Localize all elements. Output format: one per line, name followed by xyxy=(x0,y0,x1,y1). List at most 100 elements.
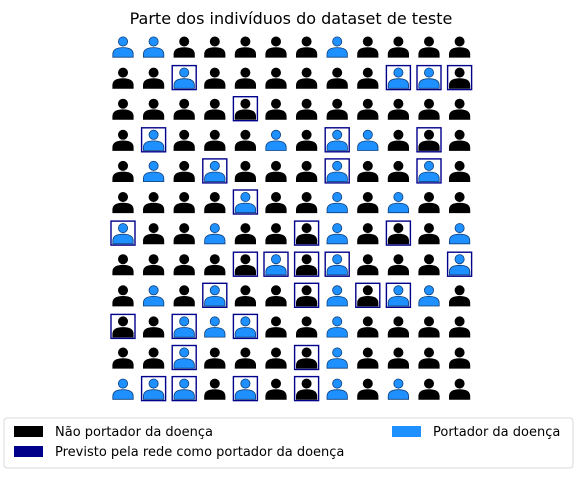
carrier-person-icon xyxy=(357,129,379,151)
predicted-positive-outline xyxy=(171,375,197,402)
predicted-positive-outline xyxy=(140,127,167,153)
predicted-positive-outline xyxy=(232,313,259,340)
non-carrier-person-icon xyxy=(173,254,195,276)
non-carrier-person-icon xyxy=(296,191,318,214)
carrier-person-icon xyxy=(204,316,226,338)
carrier-person-icon xyxy=(387,67,409,89)
non-carrier-person-icon xyxy=(296,160,318,182)
non-carrier-person-icon xyxy=(449,191,471,214)
non-carrier-person-icon xyxy=(234,129,256,151)
icon-grid xyxy=(110,36,473,402)
predicted-positive-outline xyxy=(263,251,289,277)
non-carrier-person-icon xyxy=(418,191,440,214)
non-carrier-person-icon xyxy=(265,36,287,58)
non-carrier-person-icon xyxy=(265,160,287,182)
non-carrier-person-icon xyxy=(143,191,165,214)
non-carrier-person-icon xyxy=(387,36,409,58)
legend-entry: Previsto pela rede como portador da doen… xyxy=(14,445,344,460)
carrier-person-icon xyxy=(173,67,195,89)
predicted-positive-outline xyxy=(232,189,259,215)
non-carrier-person-icon xyxy=(265,191,287,214)
carrier-person-icon xyxy=(173,378,195,400)
non-carrier-person-icon xyxy=(296,223,318,245)
carrier-person-icon xyxy=(112,378,134,400)
predicted-positive-outline xyxy=(202,282,228,308)
non-carrier-person-icon xyxy=(418,254,440,276)
non-carrier-person-icon xyxy=(234,98,256,120)
legend-entry: Não portador da doença xyxy=(14,425,213,440)
predicted-positive-outline xyxy=(324,127,350,153)
legend-label: Portador da doença xyxy=(433,425,560,440)
non-carrier-person-icon xyxy=(357,285,379,307)
non-carrier-person-icon xyxy=(418,98,440,120)
non-carrier-person-icon xyxy=(234,223,256,245)
non-carrier-person-icon xyxy=(265,223,287,245)
non-carrier-person-icon xyxy=(112,129,134,151)
non-carrier-person-icon xyxy=(296,378,318,400)
legend-entries: Não portador da doença Previsto pela rede… xyxy=(14,425,560,460)
non-carrier-person-icon xyxy=(418,223,440,245)
non-carrier-person-icon xyxy=(357,67,379,89)
non-carrier-person-icon xyxy=(143,67,165,89)
non-carrier-person-icon xyxy=(173,191,195,214)
predicted-positive-outline xyxy=(171,64,197,91)
non-carrier-person-icon xyxy=(357,160,379,182)
predicted-positive-outline xyxy=(446,64,473,91)
non-carrier-person-icon xyxy=(449,347,471,369)
non-carrier-person-icon xyxy=(265,316,287,338)
non-carrier-person-icon xyxy=(265,347,287,369)
legend-label: Não portador da doença xyxy=(55,425,213,440)
non-carrier-person-icon xyxy=(234,36,256,58)
non-carrier-person-icon xyxy=(265,98,287,120)
non-carrier-person-icon xyxy=(173,129,195,151)
legend-swatch xyxy=(14,426,43,437)
non-carrier-person-icon xyxy=(204,378,226,400)
non-carrier-person-icon xyxy=(449,316,471,338)
non-carrier-person-icon xyxy=(234,67,256,89)
non-carrier-person-icon xyxy=(357,98,379,120)
carrier-person-icon xyxy=(326,191,348,214)
non-carrier-person-icon xyxy=(296,285,318,307)
non-carrier-person-icon xyxy=(112,347,134,369)
predicted-positive-outline xyxy=(293,375,320,402)
legend-swatch xyxy=(14,446,43,457)
predicted-positive-outline xyxy=(293,251,320,277)
predicted-positive-outline xyxy=(446,251,473,277)
non-carrier-person-icon xyxy=(112,316,134,338)
chart-title: Parte dos indivíduos do dataset de teste xyxy=(130,9,453,28)
non-carrier-person-icon xyxy=(112,285,134,307)
non-carrier-person-icon xyxy=(296,254,318,276)
non-carrier-person-icon xyxy=(418,36,440,58)
carrier-person-icon xyxy=(326,378,348,400)
non-carrier-person-icon xyxy=(173,36,195,58)
legend-frame xyxy=(3,417,574,469)
predicted-positive-outline xyxy=(140,375,167,402)
carrier-person-icon xyxy=(143,378,165,400)
non-carrier-person-icon xyxy=(296,67,318,89)
non-carrier-person-icon xyxy=(357,36,379,58)
predicted-positive-outline xyxy=(171,313,197,340)
carrier-person-icon xyxy=(204,285,226,307)
carrier-person-icon xyxy=(387,378,409,400)
non-carrier-person-icon xyxy=(143,316,165,338)
carrier-person-icon xyxy=(234,378,256,400)
predicted-positive-outline xyxy=(385,282,412,308)
non-carrier-person-icon xyxy=(357,347,379,369)
carrier-person-icon xyxy=(449,254,471,276)
carrier-person-icon xyxy=(234,191,256,214)
predicted-positive-outline xyxy=(110,220,136,246)
non-carrier-person-icon xyxy=(173,285,195,307)
legend-label: Previsto pela rede como portador da doen… xyxy=(55,445,344,460)
non-carrier-person-icon xyxy=(387,316,409,338)
non-carrier-person-icon xyxy=(143,254,165,276)
carrier-person-icon xyxy=(143,36,165,58)
non-carrier-person-icon xyxy=(357,223,379,245)
non-carrier-person-icon xyxy=(357,191,379,214)
non-carrier-person-icon xyxy=(112,254,134,276)
non-carrier-person-icon xyxy=(265,285,287,307)
non-carrier-person-icon xyxy=(204,191,226,214)
predicted-positive-outline xyxy=(385,64,412,91)
non-carrier-person-icon xyxy=(173,223,195,245)
non-carrier-person-icon xyxy=(326,67,348,89)
carrier-person-icon xyxy=(418,160,440,182)
